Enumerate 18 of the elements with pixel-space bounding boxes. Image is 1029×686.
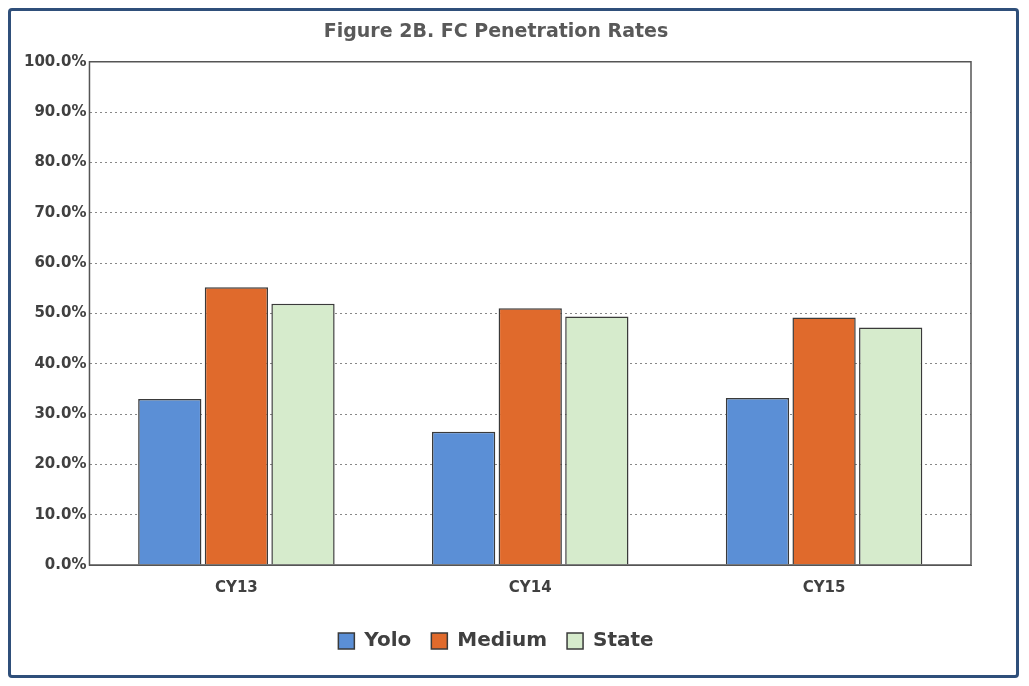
x-tick-label: CY14 <box>508 577 552 596</box>
y-tick-label: 80.0% <box>34 152 87 171</box>
legend-label: Yolo <box>363 627 412 652</box>
x-tick-label: CY15 <box>802 577 846 596</box>
legend-label: Medium <box>457 627 548 652</box>
y-tick-label: 50.0% <box>34 303 87 322</box>
y-tick-label: 70.0% <box>34 202 87 221</box>
y-tick-label: 10.0% <box>34 504 87 523</box>
y-tick-label: 60.0% <box>34 252 87 271</box>
y-tick-label: 20.0% <box>34 454 87 473</box>
legend-label: State <box>593 627 654 652</box>
y-tick-label: 30.0% <box>34 403 87 422</box>
y-tick-label: 0.0% <box>44 554 87 573</box>
chart-title: Figure 2B. FC Penetration Rates <box>323 19 669 42</box>
x-tick-label: CY13 <box>215 577 258 596</box>
y-tick-label: 90.0% <box>34 102 87 121</box>
y-tick-label: 40.0% <box>34 353 87 372</box>
y-tick-label: 100.0% <box>23 51 87 70</box>
